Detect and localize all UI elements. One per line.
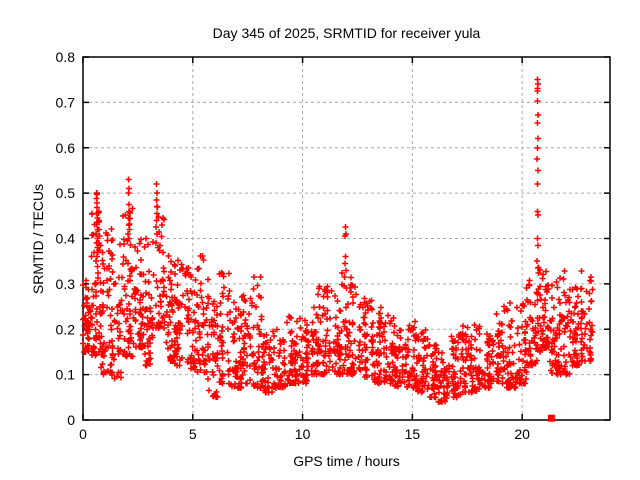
y-tick-label: 0.3	[56, 276, 76, 292]
x-tick-label: 10	[295, 426, 311, 442]
x-tick-label: 5	[189, 426, 197, 442]
y-tick-label: 0.5	[56, 185, 76, 201]
x-axis-label: GPS time / hours	[293, 453, 400, 469]
scatter-points	[80, 76, 596, 405]
y-tick-label: 0.1	[56, 367, 76, 383]
x-tick-label: 15	[405, 426, 421, 442]
y-tick-label: 0.2	[56, 321, 76, 337]
x-tick-label: 20	[514, 426, 530, 442]
zero-outlier-marker	[547, 414, 555, 422]
y-tick-label: 0	[67, 412, 75, 428]
y-tick-label: 0.6	[56, 140, 76, 156]
chart-title: Day 345 of 2025, SRMTID for receiver yul…	[212, 25, 481, 41]
x-tick-label: 0	[79, 426, 87, 442]
y-tick-label: 0.8	[56, 49, 76, 65]
y-tick-label: 0.4	[56, 231, 76, 247]
y-tick-label: 0.7	[56, 94, 76, 110]
